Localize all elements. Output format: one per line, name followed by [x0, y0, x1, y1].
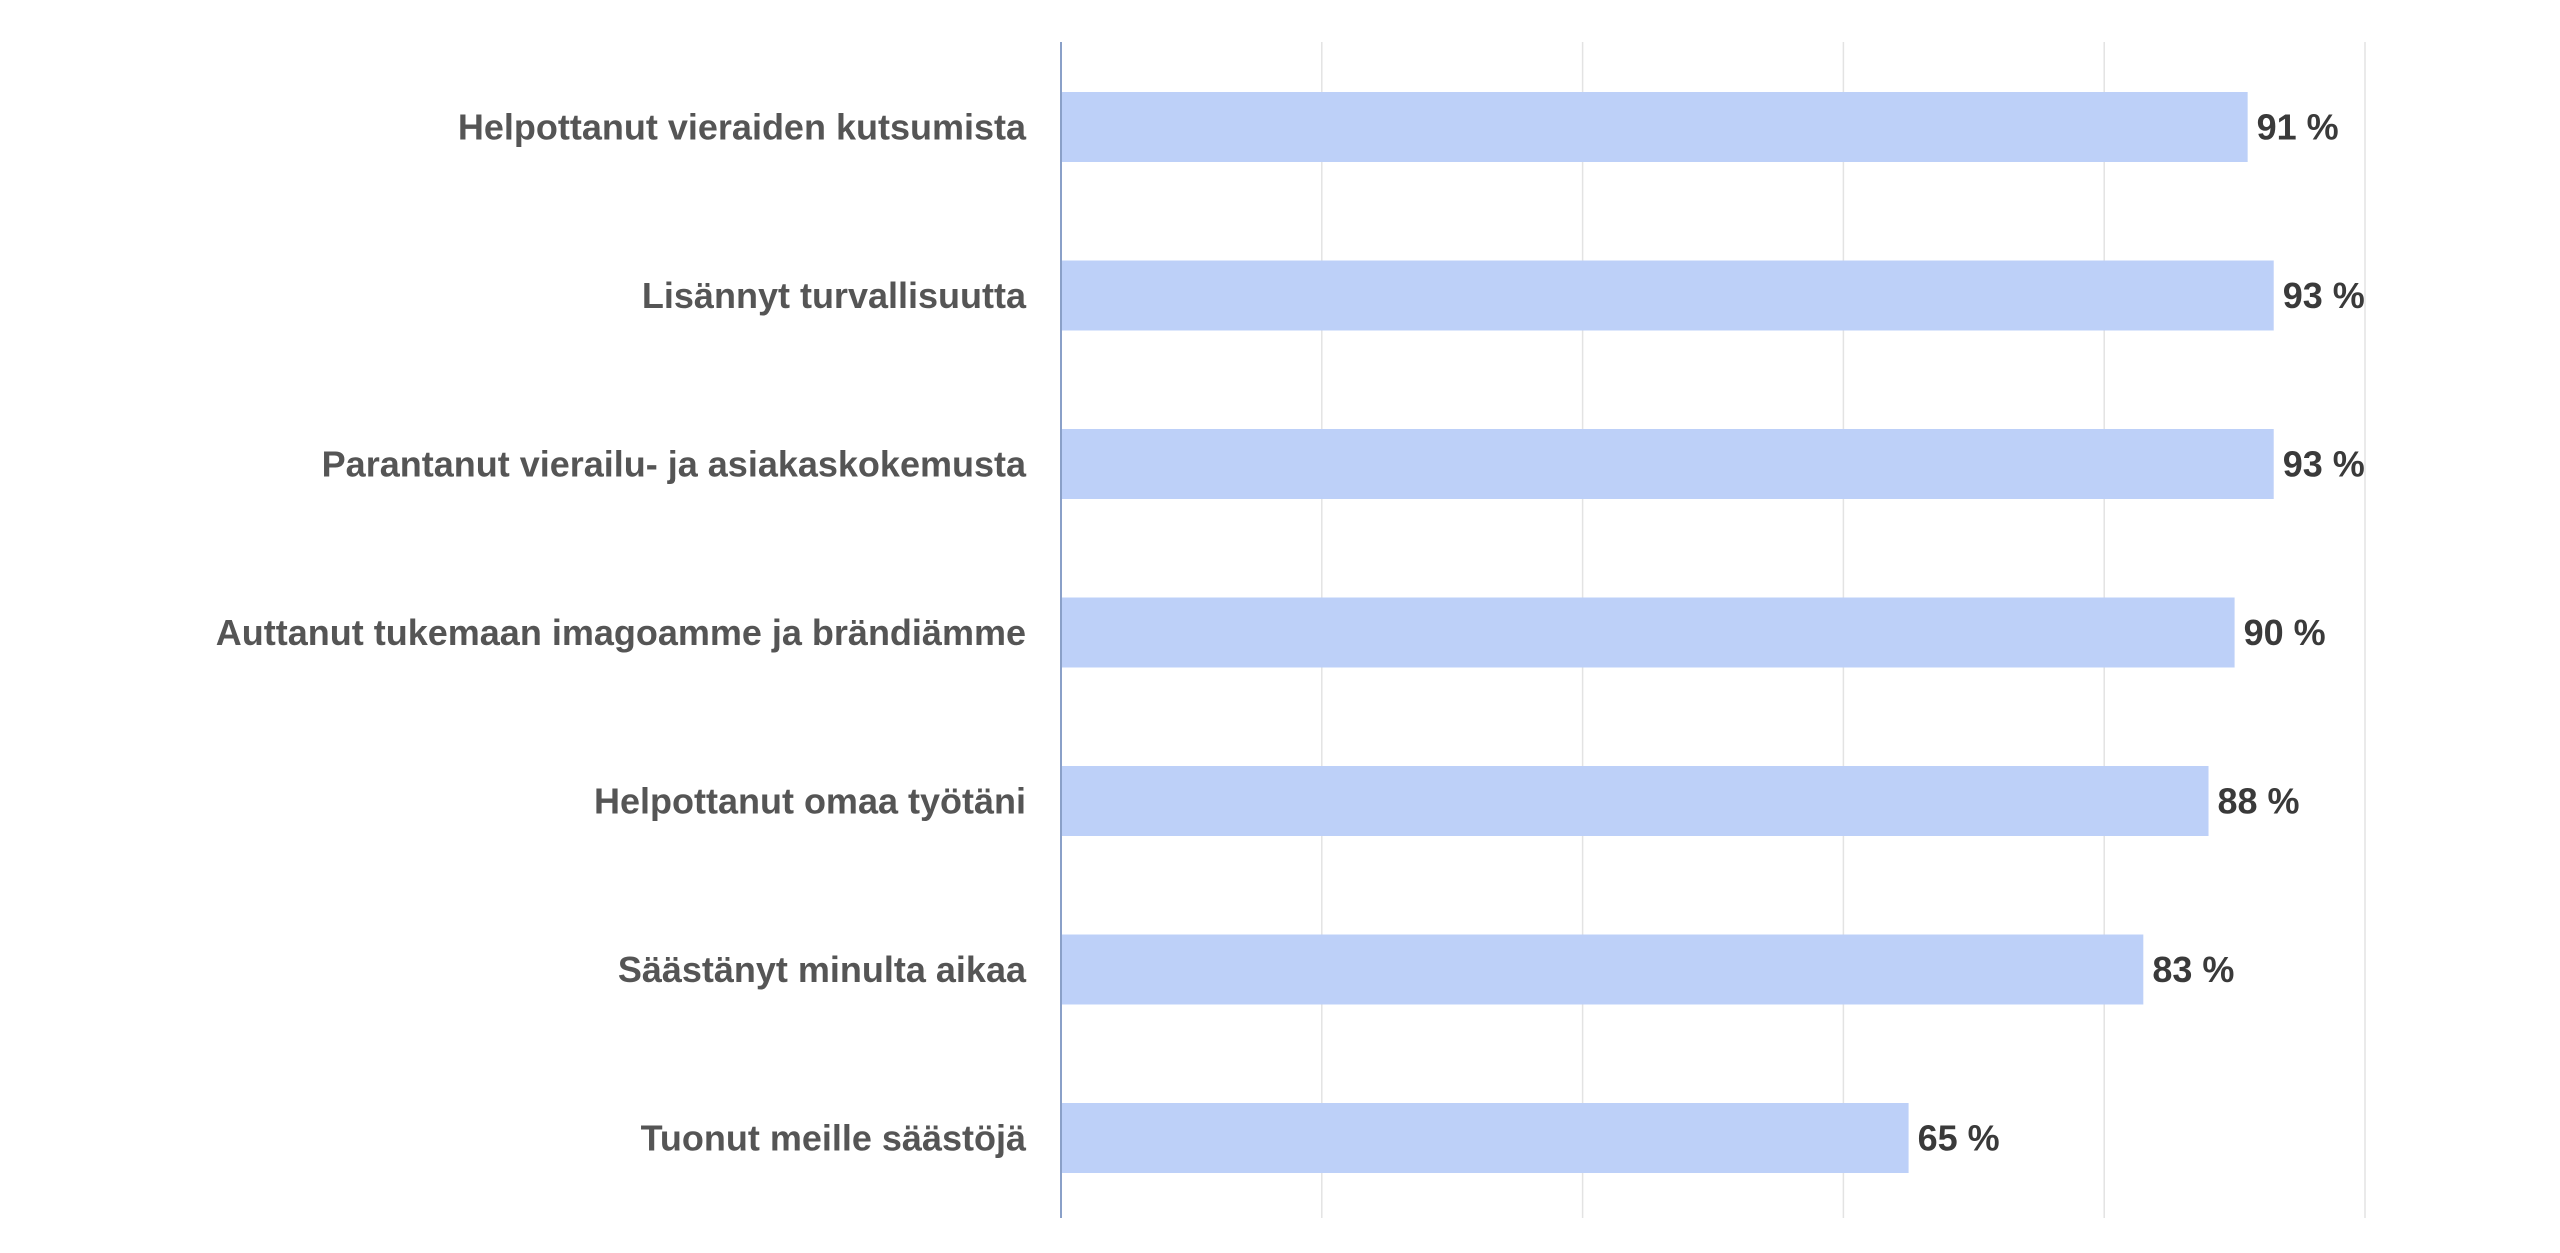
bar	[1061, 260, 2274, 331]
category-label: Säästänyt minulta aikaa	[618, 949, 1027, 990]
bar	[1061, 1103, 1909, 1173]
bar-layer	[1061, 92, 2274, 1173]
category-label: Helpottanut vieraiden kutsumista	[458, 107, 1027, 148]
data-label: 93 %	[2283, 444, 2365, 485]
data-label: 88 %	[2218, 781, 2300, 822]
data-label: 91 %	[2257, 107, 2339, 148]
data-label: 90 %	[2244, 612, 2326, 653]
data-label: 83 %	[2152, 949, 2234, 990]
data-label: 65 %	[1918, 1118, 2000, 1159]
category-label: Helpottanut omaa työtäni	[594, 781, 1026, 822]
category-label: Parantanut vierailu- ja asiakaskokemusta	[322, 444, 1027, 485]
category-label: Auttanut tukemaan imagoamme ja brändiämm…	[216, 612, 1026, 653]
bar	[1061, 92, 2248, 162]
category-label: Lisännyt turvallisuutta	[642, 275, 1027, 316]
bar	[1061, 429, 2274, 499]
bar	[1061, 934, 2144, 1005]
bar	[1061, 597, 2235, 668]
data-label: 93 %	[2283, 275, 2365, 316]
label-layer: Helpottanut vieraiden kutsumista 91 % Lisä…	[216, 107, 2365, 1159]
category-label: Tuonut meille säästöjä	[641, 1118, 1027, 1159]
bar	[1061, 766, 2209, 836]
